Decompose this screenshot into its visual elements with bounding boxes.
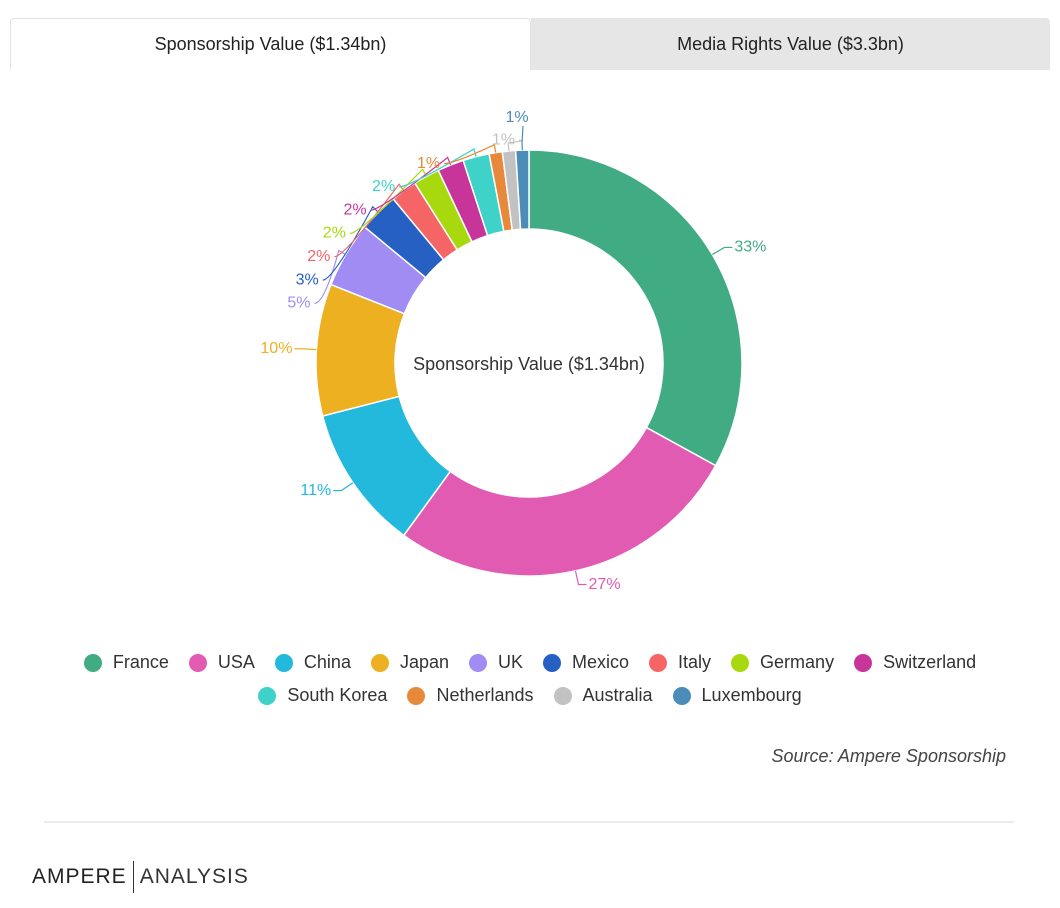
slice-france[interactable] bbox=[528, 149, 743, 467]
data-label-mexico: 3% bbox=[296, 271, 319, 288]
footer-divider bbox=[44, 821, 1014, 823]
data-label-uk: 5% bbox=[287, 295, 310, 312]
legend-marker-icon bbox=[469, 653, 487, 672]
logo-word-ampere: AMPERE bbox=[32, 865, 127, 888]
legend-item-france[interactable]: France bbox=[83, 652, 169, 673]
legend-item-japan[interactable]: Japan bbox=[370, 652, 449, 673]
legend-label: USA bbox=[217, 652, 255, 672]
data-label-switzerland: 2% bbox=[343, 201, 366, 218]
donut-chart: 33% 27% 11% 10% 5% 3% 2% 2% 2% 2% 1% 1% 1% Sponsorsh… bbox=[260, 109, 766, 593]
legend-item-mexico[interactable]: Mexico bbox=[543, 652, 629, 673]
legend-item-switzerland[interactable]: Switzerland bbox=[854, 652, 976, 673]
slice-usa[interactable] bbox=[402, 426, 717, 577]
legend-label: Switzerland bbox=[883, 652, 977, 672]
data-label-australia: 1% bbox=[492, 132, 515, 149]
leader-line-netherlands bbox=[444, 143, 497, 165]
legend-marker-icon bbox=[83, 653, 102, 672]
legend-label: China bbox=[303, 652, 351, 672]
legend-item-usa[interactable]: USA bbox=[188, 652, 255, 673]
chart-legend: France USA China Japan UK Mexico Italy Germany S… bbox=[40, 652, 1020, 706]
legend-item-australia[interactable]: Australia bbox=[553, 685, 653, 706]
logo-separator bbox=[132, 861, 134, 893]
data-label-south-korea: 2% bbox=[372, 178, 395, 195]
legend-label: Germany bbox=[760, 652, 835, 672]
data-label-usa: 27% bbox=[589, 576, 621, 593]
source-note: Source: Ampere Sponsorship bbox=[771, 746, 1006, 766]
legend-item-netherlands[interactable]: Netherlands bbox=[407, 685, 534, 706]
legend-marker-icon bbox=[553, 686, 572, 705]
data-label-japan: 10% bbox=[260, 340, 292, 357]
tab-bar: Sponsorship Value ($1.34bn) Media Rights… bbox=[10, 18, 1050, 70]
legend-label: Netherlands bbox=[436, 685, 534, 705]
legend-marker-icon bbox=[274, 653, 293, 672]
legend-item-luxembourg[interactable]: Luxembourg bbox=[672, 685, 802, 706]
tab-media-rights-value[interactable]: Media Rights Value ($3.3bn) bbox=[531, 18, 1050, 70]
leader-line-mexico bbox=[322, 205, 379, 281]
legend-label: Japan bbox=[399, 652, 449, 672]
legend-label: France bbox=[112, 652, 169, 672]
data-label-germany: 2% bbox=[323, 225, 346, 242]
legend-item-italy[interactable]: Italy bbox=[649, 652, 711, 673]
legend-marker-icon bbox=[672, 686, 691, 705]
data-label-netherlands: 1% bbox=[417, 155, 440, 172]
legend-item-uk[interactable]: UK bbox=[469, 652, 523, 673]
leader-line-germany bbox=[349, 168, 427, 235]
legend-item-south-korea[interactable]: South Korea bbox=[258, 685, 387, 706]
data-label-china: 11% bbox=[300, 482, 331, 499]
legend-label: Mexico bbox=[572, 652, 630, 672]
legend-marker-icon bbox=[188, 653, 207, 672]
legend-marker-icon bbox=[854, 653, 873, 672]
legend-marker-icon bbox=[731, 653, 750, 672]
logo-word-analysis: ANALYSIS bbox=[139, 865, 249, 888]
data-label-italy: 2% bbox=[307, 248, 330, 265]
ampere-analysis-logo: AMPERE ANALYSIS bbox=[32, 860, 249, 894]
data-label-luxembourg: 1% bbox=[505, 109, 528, 126]
legend-marker-icon bbox=[258, 686, 277, 705]
slice-luxembourg[interactable] bbox=[514, 149, 530, 231]
legend-marker-icon bbox=[543, 653, 562, 672]
leader-line-australia bbox=[507, 139, 523, 152]
leader-line-south-korea bbox=[399, 148, 477, 188]
legend-item-germany[interactable]: Germany bbox=[731, 652, 834, 673]
leader-line-usa bbox=[574, 570, 587, 586]
legend-marker-icon bbox=[370, 653, 389, 672]
leader-line-uk bbox=[314, 249, 346, 304]
legend-label: Australia bbox=[582, 685, 653, 705]
legend-marker-icon bbox=[649, 653, 668, 672]
legend-label: Italy bbox=[678, 652, 712, 672]
legend-label: Luxembourg bbox=[701, 685, 802, 705]
data-label-france: 33% bbox=[734, 239, 766, 256]
tab-sponsorship-value[interactable]: Sponsorship Value ($1.34bn) bbox=[10, 18, 531, 70]
legend-label: UK bbox=[498, 652, 524, 672]
leader-line-italy bbox=[334, 183, 405, 258]
leader-line-japan bbox=[294, 348, 317, 351]
legend-label: South Korea bbox=[287, 685, 388, 705]
leader-line-china bbox=[333, 482, 354, 492]
legend-item-china[interactable]: China bbox=[274, 652, 351, 673]
leader-line-luxembourg bbox=[521, 125, 524, 151]
leader-line-switzerland bbox=[370, 156, 452, 211]
leader-line-france bbox=[712, 246, 733, 256]
chart-center-label: Sponsorship Value ($1.34bn) bbox=[413, 354, 645, 374]
legend-marker-icon bbox=[407, 686, 426, 705]
